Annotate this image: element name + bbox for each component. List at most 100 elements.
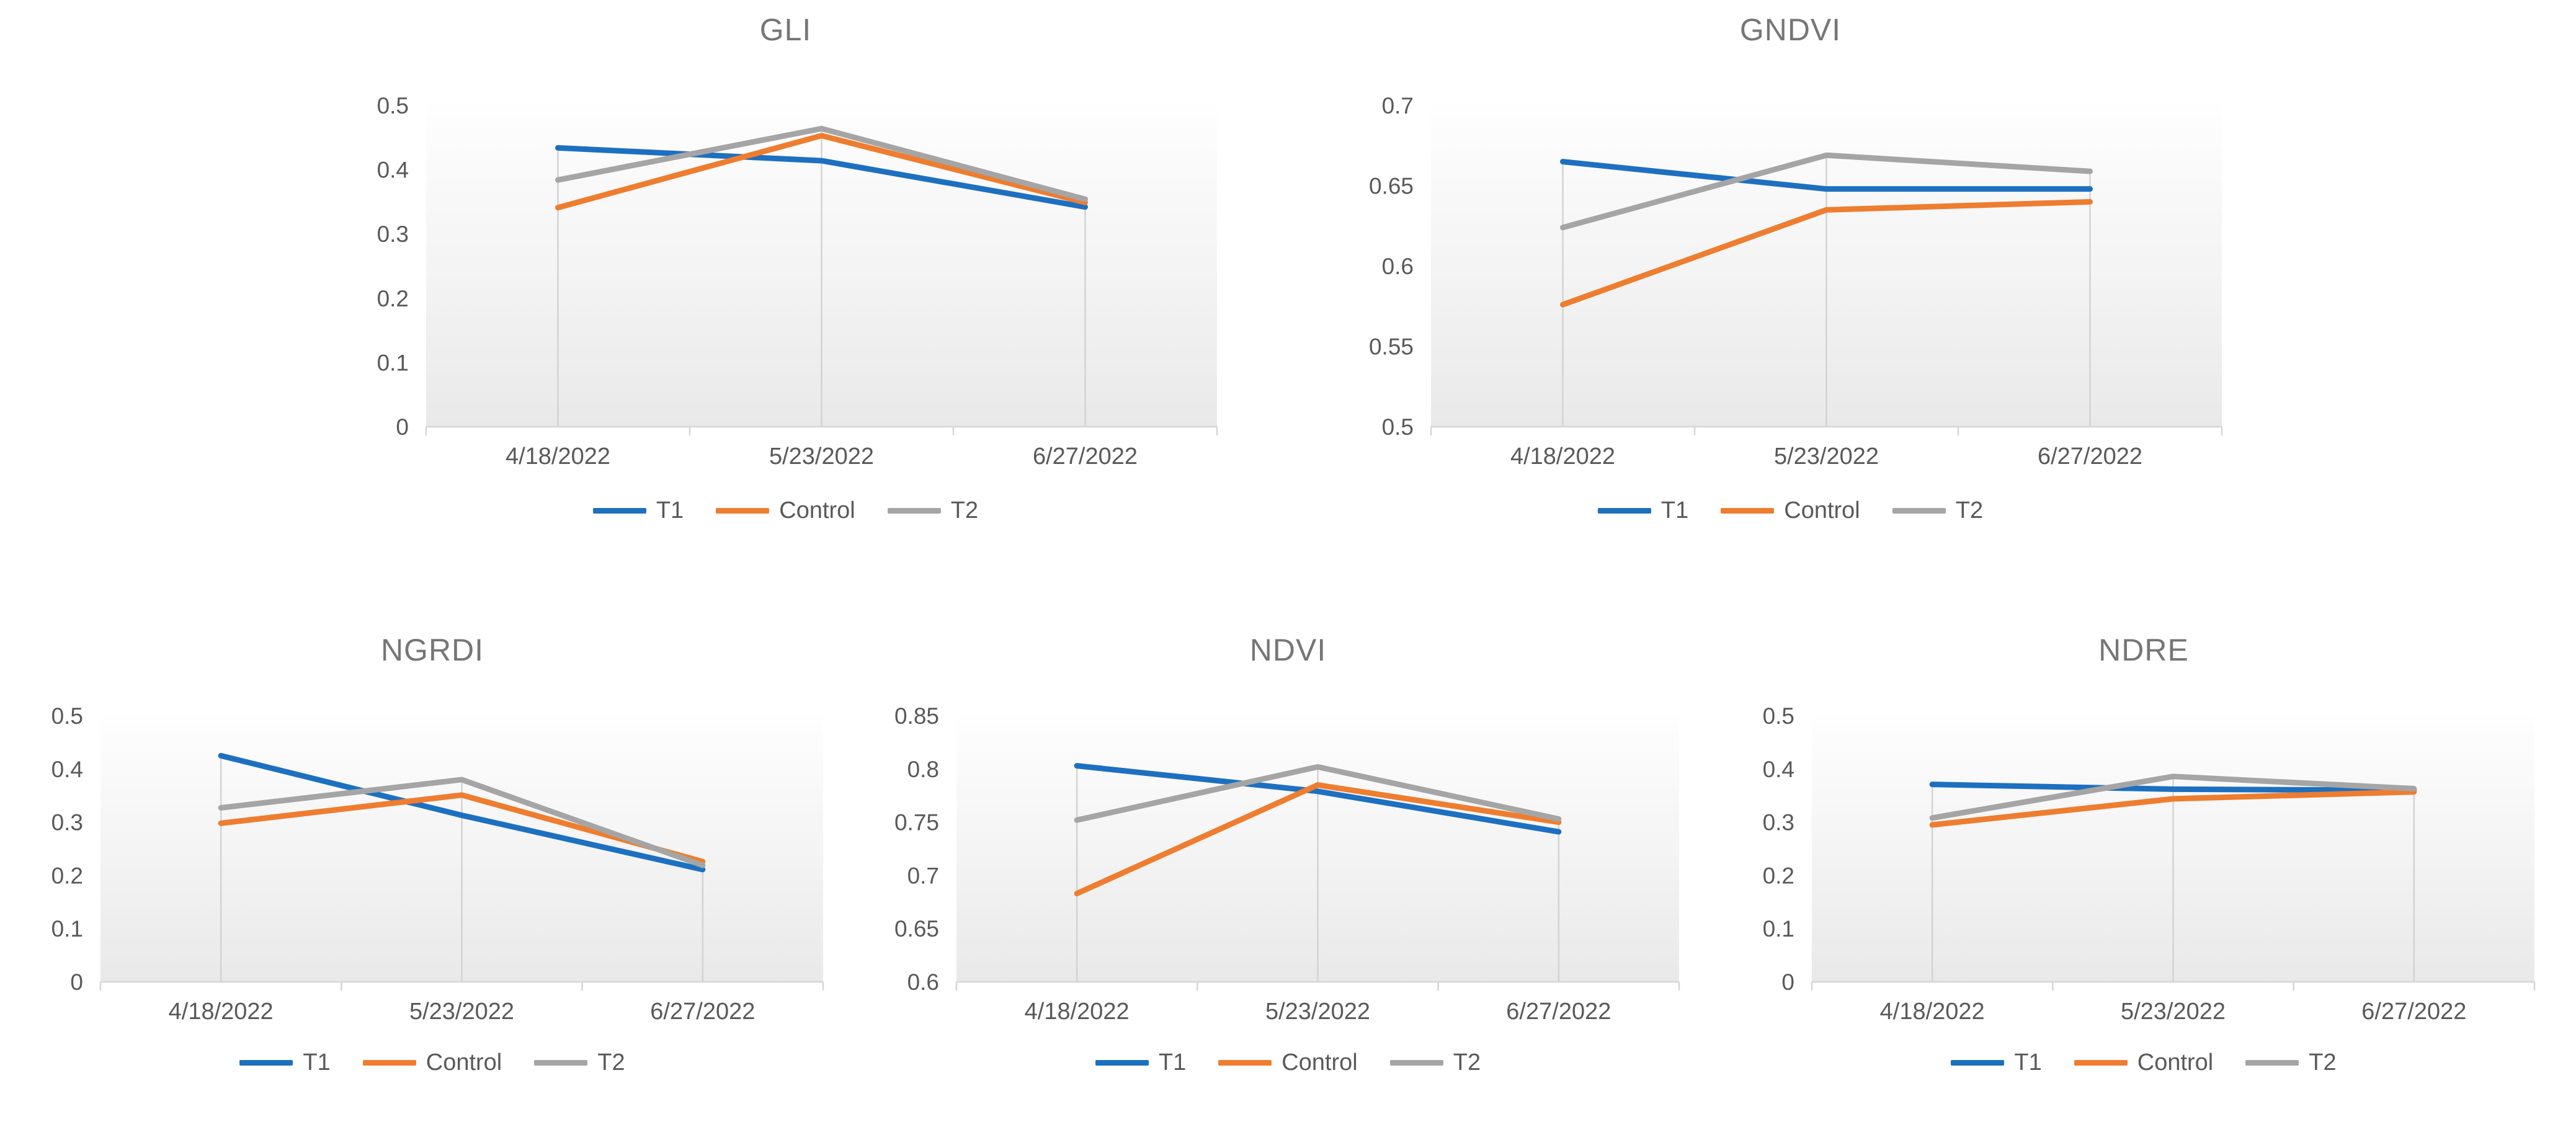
y-tick-label: 0.6 (1381, 254, 1413, 279)
legend-line-swatch-control (2074, 1059, 2128, 1066)
x-tick-label: 5/23/2022 (1773, 443, 1878, 470)
chart-title: NDRE (2098, 633, 2189, 667)
series-line-t2 (1559, 152, 2093, 231)
legend-label-control: Control (1281, 1049, 1358, 1076)
y-tick-label: 0.8 (907, 757, 938, 782)
series-line-t1 (1929, 782, 2417, 793)
legend-item-t2: T2 (534, 1049, 625, 1076)
legend-item-control: Control (1721, 497, 1860, 524)
series-line-t1 (1559, 159, 2093, 192)
legend-line-swatch-t1 (239, 1059, 293, 1066)
legend-label-t1: T1 (1660, 497, 1689, 523)
legend-item-control: Control (2074, 1049, 2214, 1076)
chart-legend: T1 Control T2 (863, 1041, 1713, 1084)
x-tick-label: 4/18/2022 (169, 999, 274, 1025)
chart-legend: T1 Control T2 (1326, 489, 2256, 532)
chart-legend: T1 Control T2 (321, 489, 1251, 532)
legend-line-swatch-t2 (2245, 1059, 2299, 1066)
y-tick-label: 0.4 (377, 158, 408, 183)
legend-label-control: Control (426, 1049, 502, 1076)
y-tick-label: 0.3 (51, 810, 83, 835)
y-tick-label: 0.4 (51, 757, 83, 782)
series-line-t2 (218, 777, 706, 868)
series-line-control (555, 133, 1088, 211)
x-tick-label: 6/27/2022 (2361, 999, 2466, 1025)
y-tick-label: 0.7 (907, 863, 938, 888)
x-tick-label: 4/18/2022 (1510, 443, 1615, 470)
legend-item-t2: T2 (1892, 497, 1983, 524)
plot-area-svg: 0 0.1 0.2 0.3 0.4 0.5 4/18/2022 5/23/2022 6/27/2… (377, 93, 1218, 470)
legend-label-control: Control (2137, 1049, 2214, 1076)
y-tick-label: 0.55 (1368, 334, 1413, 360)
plot-area-svg: 0 0.1 0.2 0.3 0.4 0.5 4/18/2022 5/23/2022 6/27/2… (51, 703, 824, 1025)
y-tick-label: 0 (396, 414, 409, 440)
legend-item-t1: T1 (1951, 1049, 2042, 1076)
x-tick-label: 4/18/2022 (1880, 999, 1985, 1025)
x-tick-label: 5/23/2022 (409, 999, 514, 1025)
series-line-t2 (555, 125, 1088, 202)
legend-item-t1: T1 (1095, 1049, 1186, 1076)
y-tick-label: 0.65 (894, 916, 938, 942)
legend-item-t2: T2 (887, 497, 979, 524)
x-tick-label: 4/18/2022 (505, 443, 610, 470)
series-line-control (1929, 789, 2417, 828)
y-tick-label: 0.2 (51, 863, 83, 888)
legend-label-t1: T1 (1158, 1049, 1187, 1076)
legend-item-control: Control (716, 497, 855, 524)
legend-item-t1: T1 (239, 1049, 331, 1076)
y-tick-label: 0.2 (1763, 863, 1794, 888)
series-line-t2 (1929, 773, 2417, 821)
legend-label-t2: T2 (1955, 497, 1984, 523)
plot-area-svg: 0.5 0.55 0.6 0.65 0.7 4/18/2022 5/23/2022 6/27/… (1368, 93, 2222, 470)
legend-item-t1: T1 (592, 497, 684, 524)
chart-title: NGRDI (380, 633, 484, 667)
y-tick-label: 0.5 (51, 703, 83, 729)
legend-item-t1: T1 (1597, 497, 1689, 524)
chart-ndre: NDRE 0 0.1 0.2 0.3 0.4 0.5 4/18/2022 5/23/2022 6… (1719, 625, 2569, 1084)
series-line-t1 (218, 752, 706, 873)
charts-row-bottom: NGRDI 0 0.1 0.2 0.3 0.4 0.5 4/18/2022 5/23/2022… (0, 625, 2576, 1084)
y-tick-label: 0.6 (907, 969, 938, 995)
legend-line-swatch-control (362, 1059, 416, 1066)
chart-ngrdi: NGRDI 0 0.1 0.2 0.3 0.4 0.5 4/18/2022 5/23/2022… (7, 625, 857, 1084)
legend-line-swatch-t2 (1389, 1059, 1443, 1066)
legend-label-t1: T1 (2014, 1049, 2042, 1076)
series-line-t2 (1074, 764, 1561, 823)
series-line-t1 (1074, 763, 1561, 835)
plot-area-svg: 0.6 0.65 0.7 0.75 0.8 0.85 4/18/2022 5/23/2022 6… (894, 703, 1680, 1025)
y-tick-label: 0.1 (377, 350, 408, 375)
legend-line-swatch-t2 (534, 1059, 588, 1066)
chart-legend: T1 Control T2 (7, 1041, 857, 1084)
legend-line-swatch-control (1218, 1059, 1272, 1066)
legend-label-t2: T2 (597, 1049, 625, 1076)
chart-title: GLI (759, 12, 812, 47)
y-tick-label: 0.7 (1381, 93, 1413, 118)
legend-line-swatch-t1 (1597, 507, 1651, 514)
series-line-t1 (555, 145, 1088, 210)
y-tick-label: 0.5 (377, 93, 408, 118)
y-tick-label: 0.65 (1368, 174, 1413, 199)
chart-title: GNDVI (1739, 12, 1842, 47)
legend-label-t2: T2 (950, 497, 979, 523)
legend-label-control: Control (779, 497, 855, 523)
legend-line-swatch-t1 (1095, 1059, 1149, 1066)
chart-ndvi: NDVI 0.6 0.65 0.7 0.75 0.8 0.85 4/18/2022 5/23/… (863, 625, 1713, 1084)
x-tick-label: 6/27/2022 (2037, 443, 2142, 470)
y-tick-label: 0.1 (51, 916, 83, 942)
y-tick-label: 0.3 (377, 221, 408, 247)
y-tick-label: 0.85 (894, 703, 938, 729)
legend-label-t1: T1 (303, 1049, 331, 1076)
x-tick-label: 6/27/2022 (1032, 443, 1137, 470)
charts-row-top: GLI 0 0.1 0.2 0.3 0.4 0.5 4/18/2022 5/23/2022 6/… (0, 5, 2576, 532)
y-tick-label: 0.1 (1763, 916, 1794, 942)
legend-item-control: Control (1218, 1049, 1358, 1076)
x-tick-label: 4/18/2022 (1024, 999, 1129, 1025)
legend-label-t2: T2 (2309, 1049, 2337, 1076)
chart-title: NDVI (1249, 633, 1327, 667)
y-tick-label: 0.2 (377, 286, 408, 311)
legend-item-t2: T2 (2245, 1049, 2337, 1076)
x-tick-label: 6/27/2022 (650, 999, 755, 1025)
x-tick-label: 5/23/2022 (769, 443, 873, 470)
x-tick-label: 5/23/2022 (1265, 999, 1370, 1025)
y-tick-label: 0 (1781, 969, 1794, 995)
